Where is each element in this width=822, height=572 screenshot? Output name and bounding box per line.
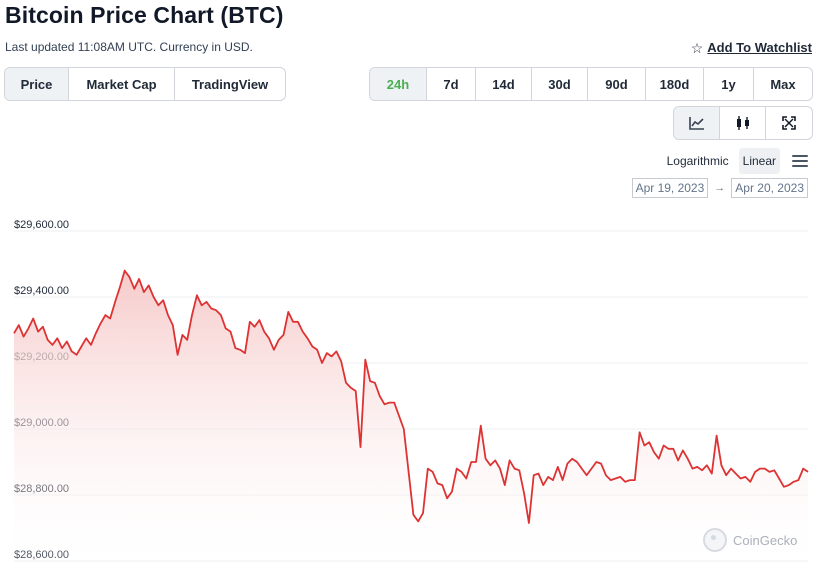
coingecko-watermark: CoinGecko — [703, 528, 797, 552]
date-range: Apr 19, 2023 → Apr 20, 2023 — [631, 178, 808, 198]
range-1y[interactable]: 1y — [704, 68, 754, 100]
watermark-label: CoinGecko — [733, 532, 798, 548]
expand-button[interactable] — [766, 107, 812, 139]
candlestick-button[interactable] — [720, 107, 766, 139]
line-chart-button[interactable] — [674, 107, 720, 139]
last-updated-text: Last updated 11:08AM UTC. Currency in US… — [5, 40, 253, 54]
range-max[interactable]: Max — [770, 76, 796, 92]
date-from-input[interactable]: Apr 19, 2023 — [631, 178, 709, 198]
range-90d[interactable]: 90d — [588, 68, 646, 100]
page-title: Bitcoin Price Chart (BTC) — [5, 2, 284, 28]
tab-price[interactable]: Price — [5, 68, 69, 100]
range-30d[interactable]: 30d — [532, 68, 588, 100]
y-tick-label: $29,600.00 — [14, 219, 69, 231]
price-area — [14, 270, 808, 561]
line-chart-icon — [688, 117, 704, 130]
candlestick-icon — [736, 116, 749, 130]
scale-logarithmic[interactable]: Logarithmic — [666, 154, 729, 168]
date-to-input[interactable]: Apr 20, 2023 — [731, 178, 808, 198]
price-line — [13, 269, 809, 524]
expand-icon — [782, 116, 796, 130]
range-24h[interactable]: 24h — [370, 68, 427, 100]
range-tabs: 24h 7d 14d 30d 90d 180d 1y Max — [369, 67, 813, 101]
chart-type-tabs — [673, 106, 813, 140]
hamburger-menu-icon[interactable] — [792, 155, 808, 167]
watchlist-label: Add To Watchlist — [707, 40, 812, 55]
scale-toggle: Logarithmic Linear — [663, 148, 808, 174]
tab-tradingview[interactable]: TradingView — [191, 76, 269, 92]
star-outline-icon: ☆ — [690, 39, 704, 56]
range-7d[interactable]: 7d — [427, 68, 476, 100]
date-arrow: → — [714, 182, 726, 194]
coingecko-logo-icon — [703, 528, 727, 552]
range-14d[interactable]: 14d — [476, 68, 532, 100]
y-tick-label: $29,400.00 — [14, 285, 69, 297]
scale-linear[interactable]: Linear — [738, 148, 780, 174]
range-180d[interactable]: 180d — [646, 68, 704, 100]
tab-market-cap[interactable]: Market Cap — [69, 68, 175, 100]
add-to-watchlist-link[interactable]: ☆ Add To Watchlist — [691, 40, 812, 55]
view-tabs: Price Market Cap TradingView — [4, 67, 286, 101]
